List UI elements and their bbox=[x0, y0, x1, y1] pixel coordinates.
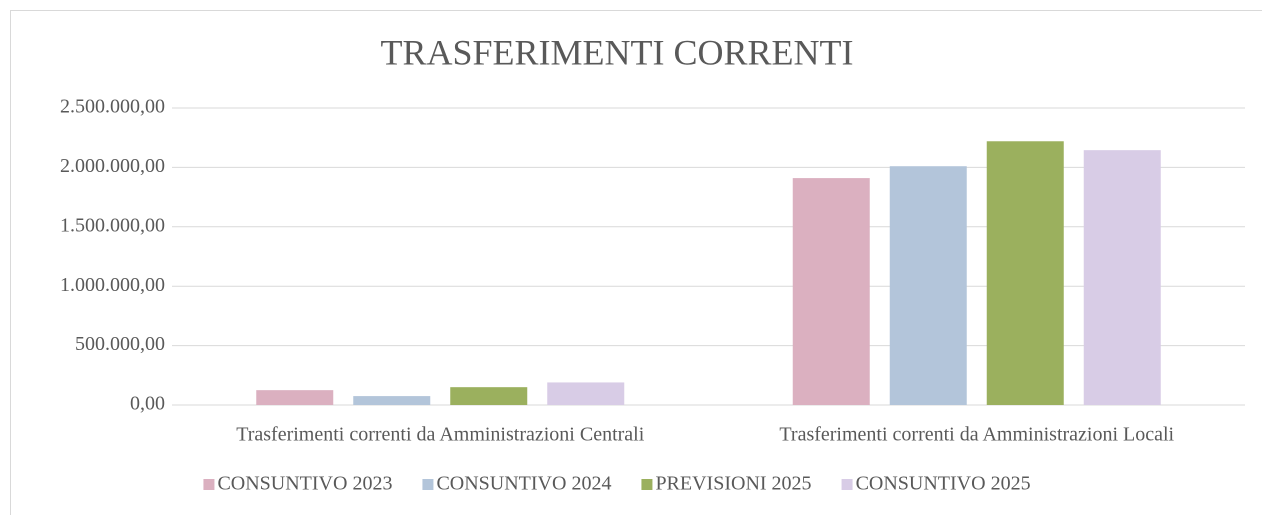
bar bbox=[792, 178, 870, 405]
bar bbox=[1083, 150, 1161, 405]
legend-swatch bbox=[203, 479, 215, 490]
chart-title: TRASFERIMENTI CORRENTI bbox=[380, 32, 853, 72]
y-tick-label: 1.500.000,00 bbox=[60, 214, 165, 236]
bar bbox=[889, 166, 967, 405]
legend-label: PREVISIONI 2025 bbox=[655, 473, 811, 495]
bar bbox=[547, 382, 625, 405]
y-tick-label: 1.000.000,00 bbox=[60, 274, 165, 296]
x-tick-label: Trasferimenti correnti da Amministrazion… bbox=[779, 424, 1174, 446]
chart-border bbox=[10, 10, 1262, 515]
y-tick-label: 2.500.000,00 bbox=[60, 96, 165, 118]
bar bbox=[986, 141, 1064, 405]
y-tick-label: 2.000.000,00 bbox=[60, 155, 165, 177]
bar bbox=[256, 390, 334, 405]
legend-swatch bbox=[422, 479, 434, 490]
bar bbox=[450, 387, 528, 405]
legend-swatch bbox=[641, 479, 653, 490]
legend-label: CONSUNTIVO 2025 bbox=[856, 473, 1031, 495]
legend-label: CONSUNTIVO 2023 bbox=[217, 473, 392, 495]
y-tick-label: 500.000,00 bbox=[75, 333, 165, 355]
x-tick-label: Trasferimenti correnti da Amministrazion… bbox=[236, 424, 645, 446]
legend-label: CONSUNTIVO 2024 bbox=[436, 473, 611, 495]
legend-swatch bbox=[841, 479, 853, 490]
y-tick-label: 0,00 bbox=[130, 393, 165, 415]
bar bbox=[353, 396, 431, 405]
